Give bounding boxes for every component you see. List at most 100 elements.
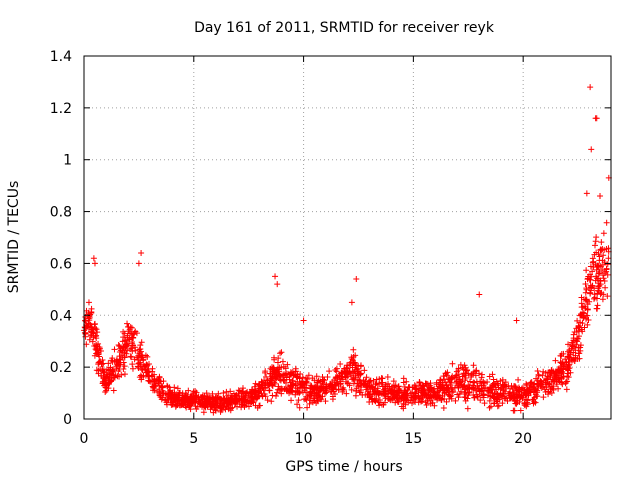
data-point [559,359,566,366]
data-point [120,334,127,341]
data-point [486,397,493,404]
data-point [333,365,340,372]
data-point [247,390,254,397]
data-point [156,392,163,399]
data-point [447,376,454,383]
data-point [449,360,456,367]
data-point [581,324,588,331]
data-point [461,362,468,369]
data-point [524,401,531,408]
data-point [467,378,474,385]
data-point [593,305,600,312]
data-point [455,385,462,392]
data-point [109,367,116,374]
data-point [380,386,387,393]
data-point [111,346,118,353]
data-point [400,379,407,386]
data-point [123,343,130,350]
data-point [587,263,594,270]
data-point [93,326,100,333]
data-point [129,334,136,341]
data-point [163,399,170,406]
data-point [471,394,478,401]
data-point [595,263,602,270]
data-point [347,362,354,369]
data-point [600,252,607,259]
data-point [553,381,560,388]
data-point [224,401,231,408]
data-point [587,271,594,278]
data-point [603,265,610,272]
data-point [440,405,447,412]
data-point [288,387,295,394]
data-point [289,378,296,385]
data-point [362,378,369,385]
data-point [544,373,551,380]
data-point [363,386,370,393]
data-point [306,400,313,407]
data-point [279,358,286,365]
data-point [248,394,255,401]
data-point [431,402,438,409]
data-point [587,84,594,91]
data-point [367,391,374,398]
data-point [160,378,167,385]
data-point [186,398,193,405]
data-point [493,396,500,403]
data-point [103,374,110,381]
data-point [400,405,407,412]
data-point [366,399,373,406]
data-point [605,255,612,262]
data-point [565,358,572,365]
data-point [181,397,188,404]
data-point [574,338,581,345]
data-point [477,397,484,404]
data-point [452,397,459,404]
data-point [295,397,302,404]
data-point [596,257,603,264]
data-point [473,378,480,385]
data-point [593,295,600,302]
data-point [524,382,531,389]
data-point [329,396,336,403]
data-point [595,270,602,277]
data-point [146,372,153,379]
data-point [116,356,123,363]
data-point [405,384,412,391]
data-point [490,394,497,401]
data-point [532,399,539,406]
data-point [264,397,271,404]
data-point [455,394,462,401]
data-point [344,369,351,376]
data-point [513,317,520,324]
data-point [376,402,383,409]
grid-lines [84,56,611,419]
data-point [552,357,559,364]
data-point [276,386,283,393]
data-point [304,404,311,411]
data-point [567,349,574,356]
data-point [276,376,283,383]
data-point [314,379,321,386]
data-point [484,387,491,394]
data-point [138,339,145,346]
data-point [510,383,517,390]
data-point [382,390,389,397]
data-point [603,219,610,226]
data-point [140,372,147,379]
data-point [261,377,268,384]
data-point [347,370,354,377]
data-point [357,381,364,388]
data-point [497,386,504,393]
data-point [121,338,128,345]
data-point [494,391,501,398]
data-point [495,402,502,409]
data-point [85,315,92,322]
data-point [596,270,603,277]
y-tick-label: 0.8 [50,205,72,221]
data-point [157,393,164,400]
data-point [599,296,606,303]
data-point [403,396,410,403]
data-point [206,394,213,401]
data-point [412,394,419,401]
